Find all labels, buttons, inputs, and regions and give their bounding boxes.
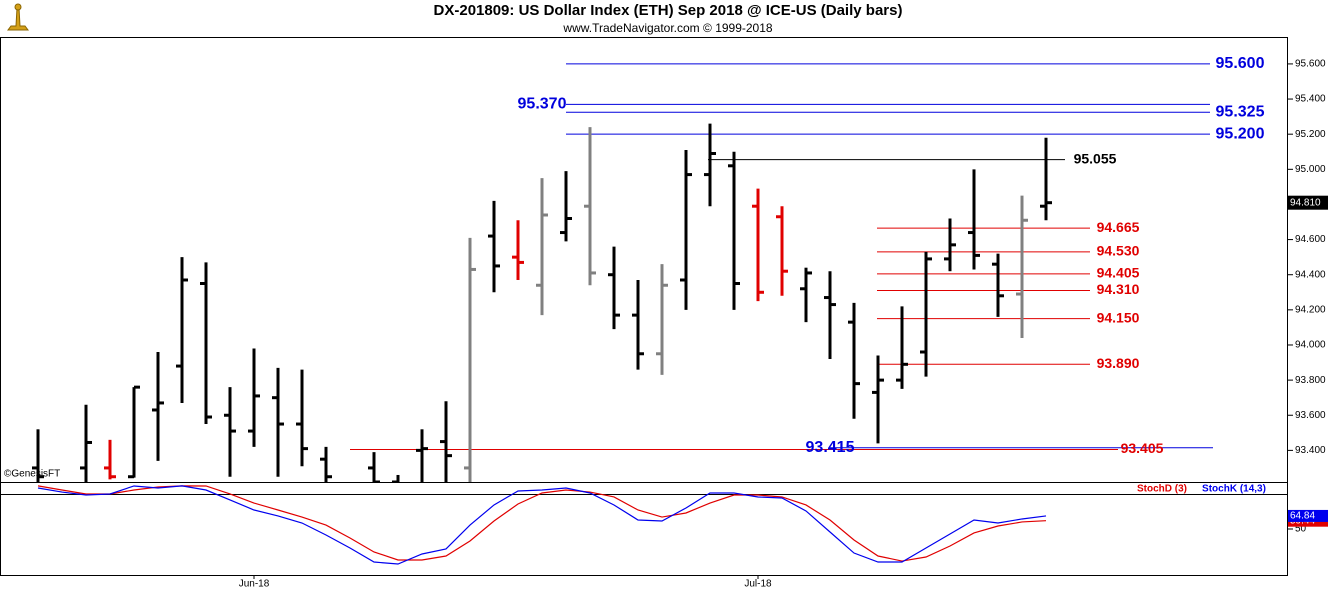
level-label: 93.890 [1097,355,1140,371]
annotation: ©GenesisFT [4,469,60,480]
y-tick-label: 94.200 [1295,304,1326,315]
x-tick-label: Jun-18 [239,579,270,590]
y-tick-label: 95.200 [1295,129,1326,140]
stoch-line [37,485,1047,562]
axes: 93.400 93.600 93.800 94.000 94.200 94.400 94.6… [239,59,1328,590]
logo [7,3,29,31]
y-tick-label: 94.400 [1295,269,1326,280]
last-price-box [1288,195,1328,210]
x-tick-label: Jul-18 [744,579,772,590]
stoch-line [37,485,1047,565]
chart-title: DX-201809: US Dollar Index (ETH) Sep 201… [434,2,903,19]
last-value-label: 64.84 [1290,511,1315,522]
level-label: 95.200 [1216,125,1265,142]
y-tick-label: 95.600 [1295,59,1326,70]
level-label: 95.600 [1216,55,1265,72]
y-tick-label: 93.800 [1295,375,1326,386]
level-label: 94.150 [1097,309,1140,325]
level-label: 94.665 [1097,219,1140,235]
level-label: 95.325 [1216,103,1265,120]
price-panel [32,63,1213,482]
y-tick-label: 93.400 [1295,445,1326,456]
last-value-box [1288,509,1328,522]
legend-label: StochK (14,3) [1202,484,1266,495]
y-tick-label: 93.600 [1295,410,1326,421]
y-tick-label: 95.000 [1295,164,1326,175]
y-tick-label: 95.400 [1295,94,1326,105]
y-tick-label: 94.600 [1295,234,1326,245]
level-label: 95.370 [518,96,567,113]
level-label: 94.310 [1097,281,1140,297]
level-label: 93.405 [1121,440,1164,456]
last-price-label: 94.810 [1290,197,1321,208]
level-label: 93.415 [806,439,855,456]
level-label: 94.530 [1097,243,1140,259]
level-label: 95.055 [1074,150,1117,166]
level-label: 94.405 [1097,265,1140,281]
plot-frame [0,37,1288,576]
chart-subtitle: www.TradeNavigator.com © 1999-2018 [562,21,772,35]
stochastic-panel [37,485,1047,565]
legend-label: StochD (3) [1137,484,1187,495]
y-tick-label: 94.000 [1295,340,1326,351]
y-tick-label: 50 [1295,524,1307,535]
